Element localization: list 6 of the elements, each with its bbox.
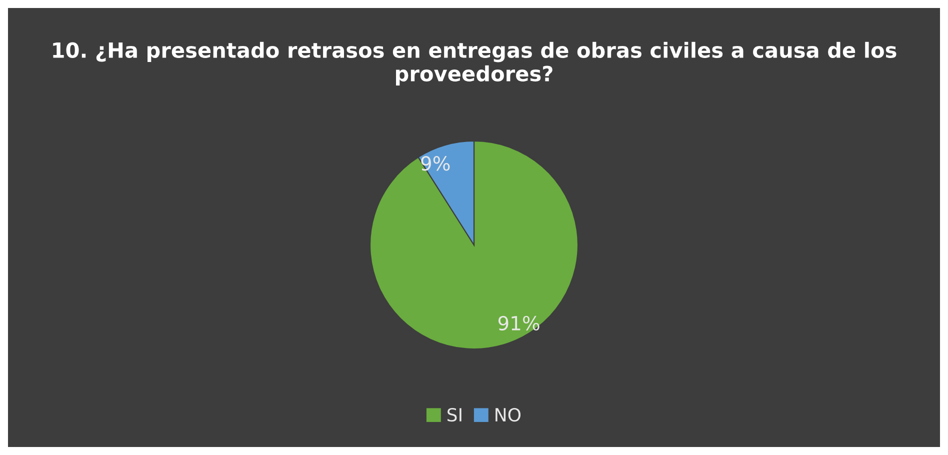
legend-label: SI [448,408,462,422]
chart-title: 10. ¿Ha presentado retrasos en entregas de obras civiles a causa de los proveedores? [53,42,896,86]
data-label: 9% [421,156,450,171]
legend-label: NO [496,408,521,422]
data-label: 91% [498,316,540,331]
pie-slice [369,140,579,350]
